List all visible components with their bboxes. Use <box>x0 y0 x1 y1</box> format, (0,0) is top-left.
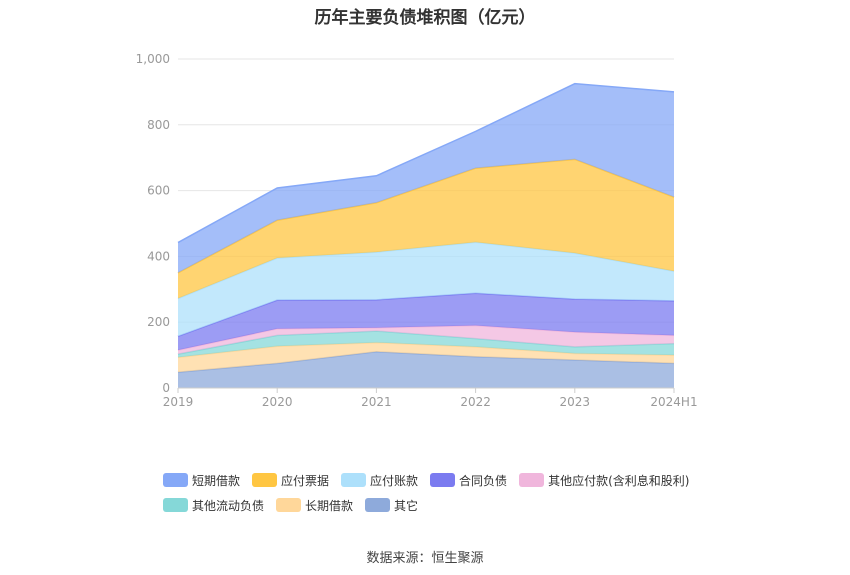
legend-item[interactable]: 应付票据 <box>252 472 329 489</box>
legend-label: 合同负债 <box>459 473 508 488</box>
legend-label: 其他流动负债 <box>192 498 265 513</box>
legend-item[interactable]: 短期借款 <box>163 472 240 489</box>
legend-label: 应付票据 <box>281 473 330 488</box>
legend-label: 其它 <box>394 498 419 513</box>
legend-swatch <box>276 498 302 512</box>
area-series <box>177 82 675 388</box>
y-tick-label: 400 <box>147 249 170 263</box>
x-tick-label: 2020 <box>262 395 293 409</box>
x-tick-label: 2023 <box>560 395 591 409</box>
y-tick-label: 800 <box>147 118 170 132</box>
chart-title: 历年主要负债堆积图（亿元） <box>314 8 536 28</box>
y-tick-label: 200 <box>147 315 170 329</box>
legend-row: 短期借款 应付票据 应付账款 合同负债 其他应付款(含利息和股利) <box>163 472 763 488</box>
x-tick-label: 2022 <box>460 395 491 409</box>
legend-label: 长期借款 <box>305 498 354 513</box>
area-5 <box>178 242 674 337</box>
legend-label: 应付账款 <box>370 473 419 488</box>
y-tick-label: 0 <box>162 381 170 395</box>
area-6 <box>178 159 674 299</box>
legend-item[interactable]: 其他应付款(含利息和股利) <box>519 472 689 489</box>
legend-swatch <box>163 498 188 512</box>
area-line-3 <box>177 324 675 351</box>
y-tick-label: 600 <box>147 184 170 198</box>
legend-label: 其他应付款(含利息和股利) <box>548 473 690 488</box>
legend-item[interactable]: 应付账款 <box>341 472 418 489</box>
area-3 <box>178 325 674 355</box>
area-7 <box>178 83 674 273</box>
legend-swatch <box>163 473 188 487</box>
legend-item[interactable]: 合同负债 <box>430 472 507 489</box>
legend-swatch <box>430 473 456 487</box>
x-tick-label: 2024H1 <box>650 395 697 409</box>
legend-swatch <box>519 473 545 487</box>
area-line-7 <box>177 82 675 244</box>
y-axis-ticks: 0 200 400 600 800 1,000 <box>136 52 170 395</box>
area-4 <box>178 293 674 351</box>
legend-label: 短期借款 <box>192 473 241 488</box>
legend-item[interactable]: 其它 <box>365 497 418 514</box>
legend-row: 其他流动负债 长期借款 其它 <box>163 497 763 513</box>
legend-swatch <box>252 473 278 487</box>
area-2 <box>178 331 674 358</box>
legend: 短期借款 应付票据 应付账款 合同负债 其他应付款(含利息和股利) 其他流动负债 长期借款其… <box>163 472 763 522</box>
x-axis: 2019 2020 2021 2022 2023 2024H1 <box>163 387 698 409</box>
legend-swatch <box>365 498 391 512</box>
legend-item[interactable]: 长期借款 <box>276 497 353 514</box>
x-tick-label: 2019 <box>163 395 194 409</box>
y-tick-label: 1,000 <box>136 52 170 66</box>
x-tick-label: 2021 <box>361 395 392 409</box>
area-1 <box>178 342 674 373</box>
data-source: 数据来源：恒生聚源 <box>366 551 484 566</box>
legend-item[interactable]: 其他流动负债 <box>163 497 264 514</box>
legend-swatch <box>341 473 367 487</box>
